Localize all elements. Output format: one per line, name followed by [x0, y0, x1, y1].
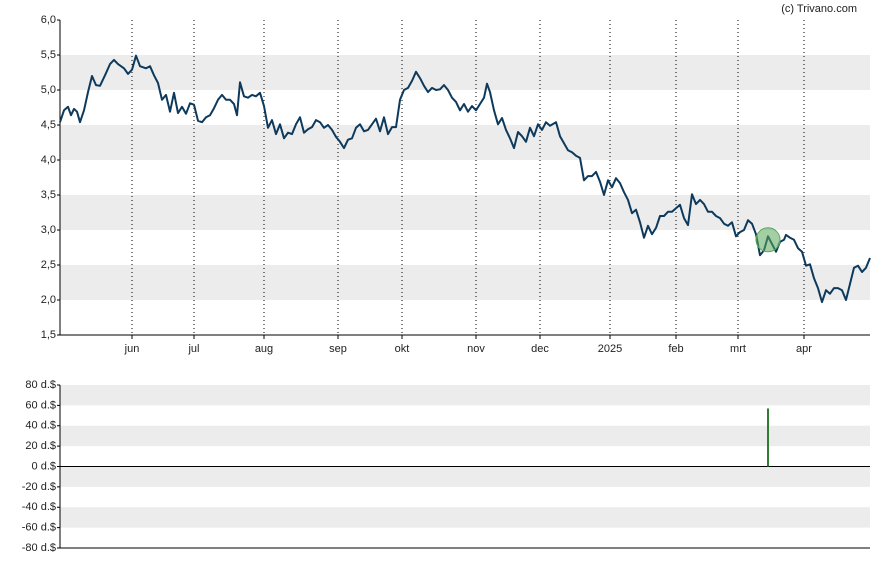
- y-tick-label: -20 d.$: [22, 481, 56, 493]
- y-tick-label: 2,5: [41, 259, 56, 271]
- x-tick-label: jul: [187, 343, 199, 355]
- y-tick-label: -40 d.$: [22, 501, 56, 513]
- band: [60, 385, 870, 406]
- y-tick-label: 20 d.$: [25, 440, 56, 452]
- x-tick-label: sep: [329, 343, 347, 355]
- y-tick-label: 80 d.$: [25, 379, 56, 391]
- x-tick-label: dec: [531, 343, 549, 355]
- band: [60, 466, 870, 487]
- band: [60, 425, 870, 447]
- y-tick-label: 1,5: [41, 329, 56, 341]
- y-tick-label: 5,5: [41, 49, 56, 61]
- y-tick-label: 6,0: [41, 14, 56, 26]
- band: [60, 195, 870, 230]
- y-tick-label: 3,5: [41, 189, 56, 201]
- y-tick-label: 4,5: [41, 119, 56, 131]
- x-tick-label: apr: [796, 343, 812, 355]
- y-tick-label: -60 d.$: [22, 522, 56, 534]
- y-tick-label: 40 d.$: [25, 420, 56, 432]
- y-tick-label: -80 d.$: [22, 542, 56, 554]
- x-tick-label: nov: [467, 343, 485, 355]
- credit: (c) Trivano.com: [781, 3, 857, 15]
- y-tick-label: 2,0: [41, 294, 56, 306]
- y-tick-label: 4,0: [41, 154, 56, 166]
- y-tick-label: 60 d.$: [25, 399, 56, 411]
- x-tick-label: okt: [395, 343, 410, 355]
- band: [60, 507, 870, 528]
- x-tick-label: 2025: [598, 343, 622, 355]
- band: [60, 125, 870, 160]
- x-tick-label: aug: [255, 343, 273, 355]
- y-tick-label: 3,0: [41, 224, 56, 236]
- x-tick-label: mrt: [730, 343, 746, 355]
- price-line: [59, 54, 871, 304]
- x-tick-label: jun: [124, 343, 140, 355]
- y-tick-label: 0 d.$: [32, 460, 56, 472]
- x-tick-label: feb: [668, 343, 683, 355]
- y-tick-label: 5,0: [41, 84, 56, 96]
- bar: [767, 408, 769, 467]
- event-marker: [755, 227, 781, 253]
- band: [60, 55, 870, 90]
- band: [60, 265, 870, 300]
